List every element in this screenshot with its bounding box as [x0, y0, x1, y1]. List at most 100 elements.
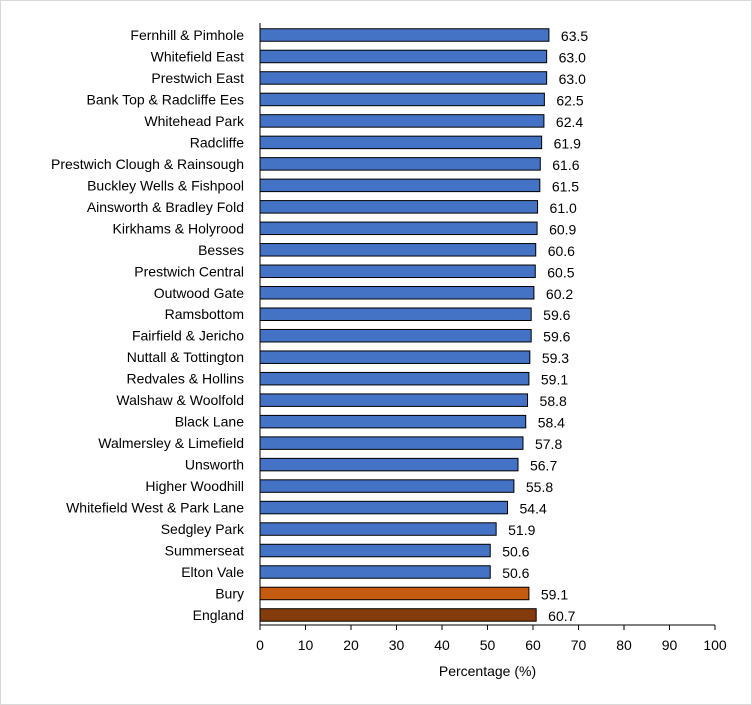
category-label-whitefield-west-and-park-lane: Whitefield West & Park Lane	[66, 500, 244, 516]
category-label-higher-woodhill: Higher Woodhill	[145, 478, 244, 494]
bar-ainsworth-and-bradley-fold	[259, 200, 539, 214]
category-label-sedgley-park: Sedgley Park	[161, 521, 245, 537]
category-label-prestwich-clough-and-rainsough: Prestwich Clough & Rainsough	[51, 156, 244, 172]
category-label-walshaw-and-woolfold: Walshaw & Woolfold	[116, 392, 244, 408]
category-label-fernhill-and-pimhole: Fernhill & Pimhole	[130, 27, 244, 43]
value-label-outwood-gate: 60.2	[546, 286, 573, 302]
bar-ramsbottom	[259, 307, 532, 321]
category-label-prestwich-central: Prestwich Central	[134, 263, 244, 279]
x-tick-label-80: 80	[616, 637, 632, 653]
value-label-walmersley-and-limefield: 57.8	[535, 436, 562, 452]
bar-nuttall-and-tottington	[259, 350, 531, 364]
value-label-unsworth: 56.7	[530, 458, 557, 474]
x-tick-label-70: 70	[571, 637, 587, 653]
category-label-england: England	[193, 607, 244, 623]
value-label-walshaw-and-woolfold: 58.8	[540, 393, 567, 409]
category-label-prestwich-east: Prestwich East	[151, 70, 244, 86]
x-ticks-group: 0 10 20 30 40 50 60 70 80 90 100	[256, 625, 727, 653]
bar-whitehead-park	[259, 114, 545, 128]
bar-walmersley-and-limefield	[259, 436, 524, 450]
category-label-ramsbottom: Ramsbottom	[165, 306, 244, 322]
category-label-summerseat: Summerseat	[165, 543, 244, 559]
category-label-outwood-gate: Outwood Gate	[154, 285, 244, 301]
bar-kirkhams-and-holyrood	[259, 221, 538, 236]
bars-group	[259, 28, 550, 622]
category-label-buckley-wells-and-fishpool: Buckley Wells & Fishpool	[87, 177, 244, 193]
x-tick-label-30: 30	[389, 637, 405, 653]
bar-outwood-gate	[259, 286, 535, 300]
category-label-whitefield-east: Whitefield East	[151, 48, 244, 64]
bar-fernhill-and-pimhole	[259, 28, 550, 42]
x-tick-label-60: 60	[525, 637, 541, 653]
value-label-buckley-wells-and-fishpool: 61.5	[552, 178, 579, 194]
value-label-kirkhams-and-holyrood: 60.9	[549, 221, 576, 237]
bar-prestwich-east	[259, 71, 548, 85]
value-label-england: 60.7	[548, 608, 575, 624]
category-label-radcliffe: Radcliffe	[190, 134, 244, 150]
x-axis-title: Percentage (%)	[439, 663, 536, 679]
category-label-nuttall-and-tottington: Nuttall & Tottington	[127, 349, 244, 365]
bar-bury	[259, 586, 530, 601]
x-tick-label-0: 0	[256, 637, 264, 653]
value-label-bank-top-and-radcliffe-ees: 62.5	[556, 92, 583, 108]
bar-whitefield-east	[259, 49, 548, 64]
value-label-besses: 60.6	[548, 243, 575, 259]
x-tick-label-50: 50	[480, 637, 496, 653]
bar-besses	[259, 243, 537, 257]
x-tick-label-10: 10	[298, 637, 314, 653]
value-label-prestwich-central: 60.5	[547, 264, 574, 280]
category-label-kirkhams-and-holyrood: Kirkhams & Holyrood	[113, 220, 245, 236]
bar-unsworth	[259, 457, 519, 472]
category-label-whitehead-park: Whitehead Park	[144, 113, 245, 129]
category-label-fairfield-and-jericho: Fairfield & Jericho	[132, 328, 244, 344]
value-label-sedgley-park: 51.9	[508, 522, 535, 538]
value-label-prestwich-clough-and-rainsough: 61.6	[552, 157, 579, 173]
value-label-ramsbottom: 59.6	[543, 307, 570, 323]
value-label-bury: 59.1	[541, 586, 568, 602]
value-label-fairfield-and-jericho: 59.6	[543, 329, 570, 345]
value-label-whitehead-park: 62.4	[556, 114, 583, 130]
x-tick-label-40: 40	[434, 637, 450, 653]
category-labels-group: Fernhill & Pimhole Whitefield East Prestwi…	[51, 27, 245, 623]
category-label-redvales-and-hollins: Redvales & Hollins	[127, 371, 245, 387]
category-label-elton-vale: Elton Vale	[181, 564, 244, 580]
bar-england	[259, 608, 537, 622]
bar-prestwich-central	[259, 264, 536, 279]
bar-radcliffe	[259, 135, 543, 150]
bar-redvales-and-hollins	[259, 371, 530, 386]
category-label-walmersley-and-limefield: Walmersley & Limefield	[98, 435, 244, 451]
category-label-ainsworth-and-bradley-fold: Ainsworth & Bradley Fold	[87, 199, 244, 215]
x-tick-label-100: 100	[703, 637, 727, 653]
value-label-black-lane: 58.4	[538, 415, 565, 431]
bar-bank-top-and-radcliffe-ees	[259, 92, 545, 107]
bar-fairfield-and-jericho	[259, 328, 532, 343]
value-label-whitefield-west-and-park-lane: 54.4	[520, 501, 547, 517]
value-label-summerseat: 50.6	[502, 544, 529, 560]
category-label-bank-top-and-radcliffe-ees: Bank Top & Radcliffe Ees	[87, 91, 244, 107]
x-tick-label-90: 90	[662, 637, 678, 653]
category-label-bury: Bury	[215, 585, 244, 601]
value-label-higher-woodhill: 55.8	[526, 479, 553, 495]
value-label-whitefield-east: 63.0	[559, 49, 586, 65]
value-label-prestwich-east: 63.0	[559, 71, 586, 87]
category-label-unsworth: Unsworth	[185, 457, 244, 473]
bar-sedgley-park	[259, 522, 497, 536]
bar-summerseat	[259, 543, 491, 558]
bar-buckley-wells-and-fishpool	[259, 178, 541, 193]
value-label-elton-vale: 50.6	[502, 565, 529, 581]
x-tick-label-20: 20	[343, 637, 359, 653]
value-label-radcliffe: 61.9	[554, 135, 581, 151]
value-label-ainsworth-and-bradley-fold: 61.0	[550, 200, 577, 216]
bar-prestwich-clough-and-rainsough	[259, 157, 541, 171]
bar-higher-woodhill	[259, 479, 515, 493]
bar-elton-vale	[259, 565, 491, 579]
value-label-nuttall-and-tottington: 59.3	[542, 350, 569, 366]
value-label-redvales-and-hollins: 59.1	[541, 372, 568, 388]
bar-walshaw-and-woolfold	[259, 393, 529, 407]
bar-black-lane	[259, 414, 527, 429]
category-label-besses: Besses	[198, 242, 244, 258]
value-label-fernhill-and-pimhole: 63.5	[561, 28, 588, 44]
bar-whitefield-west-and-park-lane	[259, 500, 509, 515]
